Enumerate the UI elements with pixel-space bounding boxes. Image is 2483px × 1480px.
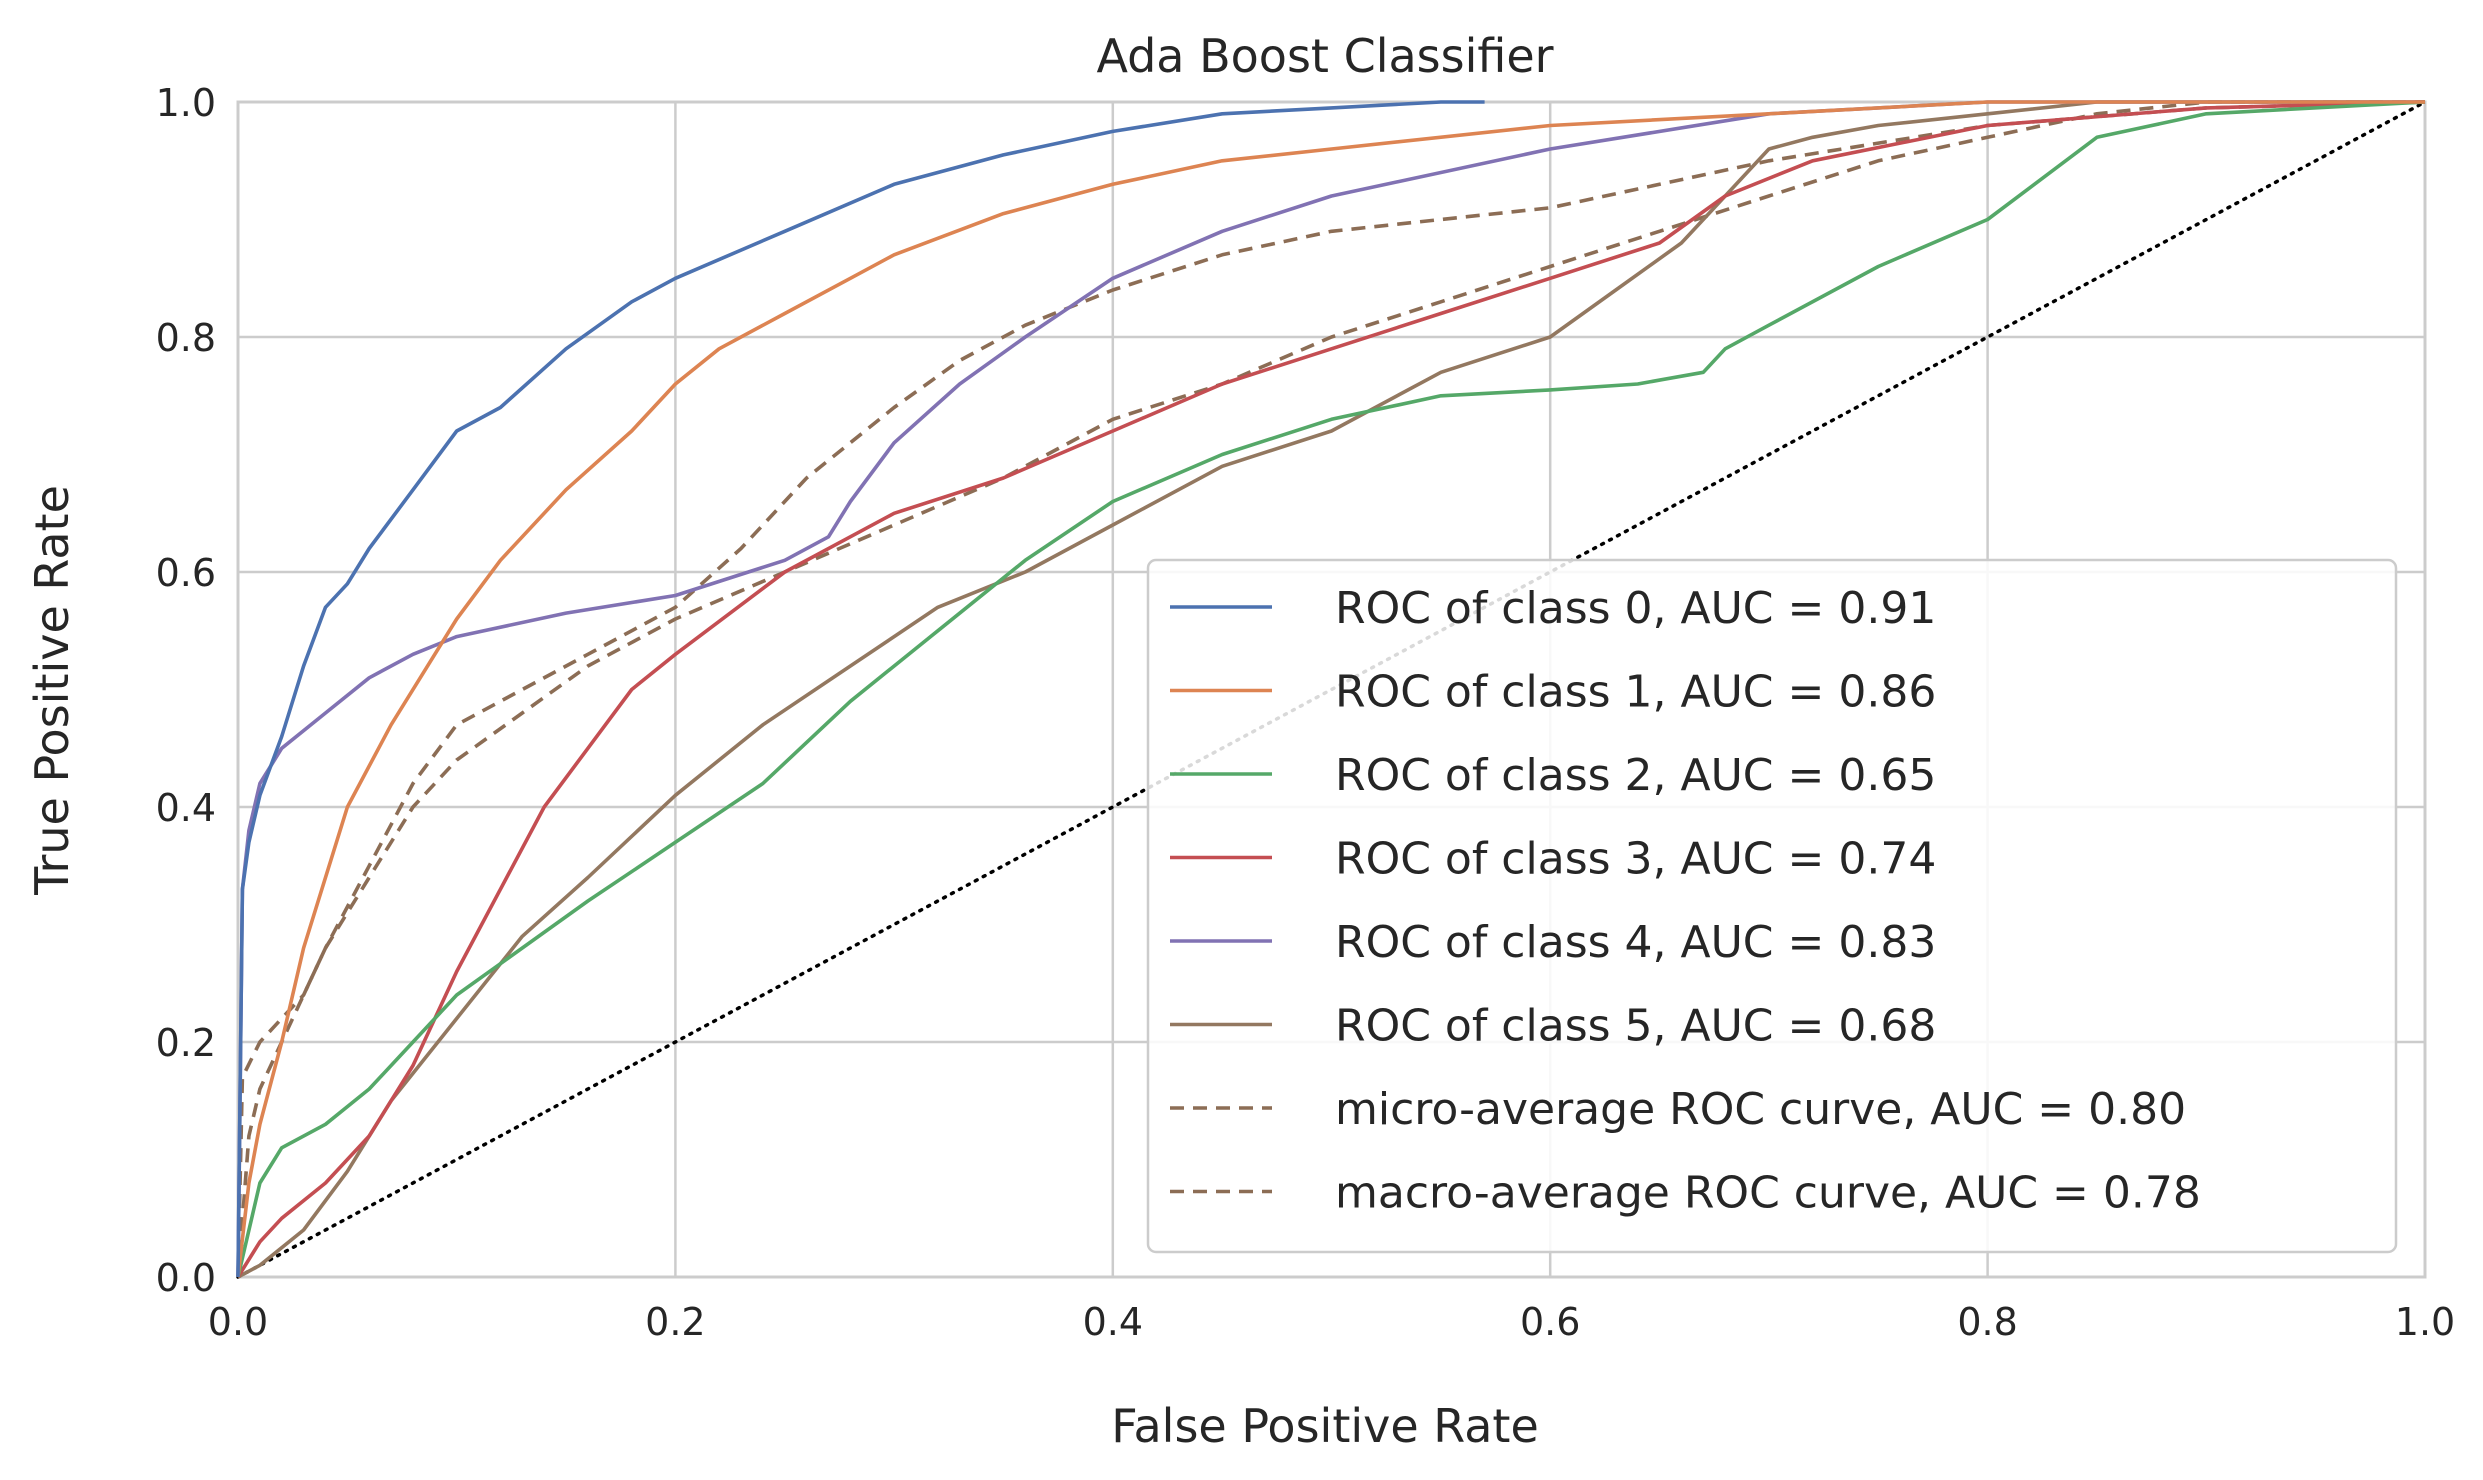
x-tick-label: 0.2 [645,1300,705,1344]
legend-label-2: ROC of class 2, AUC = 0.65 [1335,750,1936,801]
chart-title: Ada Boost Classifier [1096,29,1553,83]
legend-label-3: ROC of class 3, AUC = 0.74 [1335,834,1936,885]
legend-label-5: ROC of class 5, AUC = 0.68 [1335,1001,1936,1052]
plot-frame [236,100,2427,1279]
roc-series-line-0 [236,100,1485,1278]
x-tick-label: 1.0 [2395,1300,2455,1344]
y-tick-label: 0.6 [156,551,216,595]
roc-series-line-7 [236,100,2425,1278]
y-axis-title: True Positive Rate [25,485,79,896]
legend-label-1: ROC of class 1, AUC = 0.86 [1335,667,1936,718]
legend-label-7: macro-average ROC curve, AUC = 0.78 [1335,1168,2201,1219]
y-tick-label: 0.2 [156,1021,216,1065]
x-tick-label: 0.6 [1520,1300,1580,1344]
roc-series-line-6 [236,100,2426,1278]
roc-series-line-5 [237,100,2425,1279]
legend-label-6: micro-average ROC curve, AUC = 0.80 [1335,1084,2186,1135]
axes: 0.0 0.2 0.4 0.6 0.8 1.0 0.0 0.2 0.4 0.6 0.8 1.0 [156,81,2456,1344]
y-tick-label: 1.0 [156,81,216,125]
legend-label-0: ROC of class 0, AUC = 0.91 [1335,583,1936,634]
x-tick-label: 0.8 [1957,1300,2017,1344]
roc-series-line-4 [236,100,2425,1278]
roc-series-line-1 [236,100,2425,1278]
x-tick-label: 0.4 [1083,1300,1143,1344]
series-lines [236,100,2427,1279]
roc-series-line-3 [236,100,2426,1278]
x-axis-title: False Positive Rate [1111,1399,1539,1453]
y-tick-label: 0.8 [156,316,216,360]
y-tick-label: 0.4 [156,786,216,830]
roc-series-line-2 [236,100,2426,1278]
x-tick-label: 0.0 [208,1300,268,1344]
y-tick-label: 0.0 [156,1256,216,1300]
legend-box [1146,558,2398,1254]
legend-label-4: ROC of class 4, AUC = 0.83 [1335,917,1936,968]
legend: ROC of class 0, AUC = 0.91 ROC of class 1… [1146,558,2398,1254]
